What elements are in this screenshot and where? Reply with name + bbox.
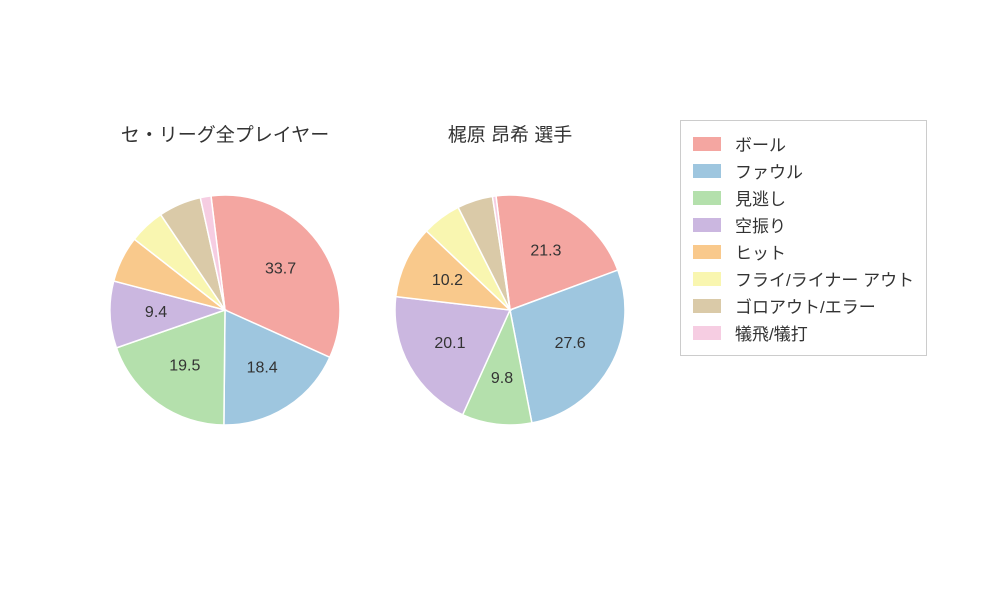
slice-label: 27.6 [555, 335, 586, 352]
pie-title: セ・リーグ全プレイヤー [95, 120, 355, 147]
legend-label: ゴロアウト/エラー [735, 293, 876, 318]
slice-label: 10.2 [432, 272, 463, 289]
legend-swatch [693, 191, 721, 205]
legend-item: ヒット [693, 239, 914, 264]
legend-swatch [693, 299, 721, 313]
legend-swatch [693, 218, 721, 232]
legend-swatch [693, 272, 721, 286]
slice-label: 18.4 [247, 359, 278, 376]
slice-label: 21.3 [530, 242, 561, 259]
legend-swatch [693, 326, 721, 340]
legend-swatch [693, 245, 721, 259]
legend-item: ボール [693, 131, 914, 156]
legend-item: ゴロアウト/エラー [693, 293, 914, 318]
slice-label: 9.4 [145, 304, 167, 321]
slice-label: 33.7 [265, 260, 296, 277]
legend-label: ファウル [735, 158, 803, 183]
slice-label: 20.1 [434, 335, 465, 352]
legend-item: 空振り [693, 212, 914, 237]
legend-label: ヒット [735, 239, 786, 264]
legend-item: フライ/ライナー アウト [693, 266, 914, 291]
legend-item: ファウル [693, 158, 914, 183]
legend-label: 見逃し [735, 185, 786, 210]
legend-item: 犠飛/犠打 [693, 320, 914, 345]
legend-label: 空振り [735, 212, 786, 237]
chart-container: 33.7 18.4 19.5 9.4 21.3 27.6 9.8 20.1 10.2 セ・リーグ… [0, 0, 1000, 600]
legend-swatch [693, 164, 721, 178]
legend-label: 犠飛/犠打 [735, 320, 808, 345]
legend-label: フライ/ライナー アウト [735, 266, 914, 291]
legend: ボールファウル見逃し空振りヒットフライ/ライナー アウトゴロアウト/エラー犠飛/… [680, 120, 927, 356]
legend-label: ボール [735, 131, 786, 156]
slice-label: 9.8 [491, 370, 513, 387]
pie-title: 梶原 昂希 選手 [380, 120, 640, 147]
slice-label: 19.5 [169, 357, 200, 374]
legend-swatch [693, 137, 721, 151]
legend-item: 見逃し [693, 185, 914, 210]
